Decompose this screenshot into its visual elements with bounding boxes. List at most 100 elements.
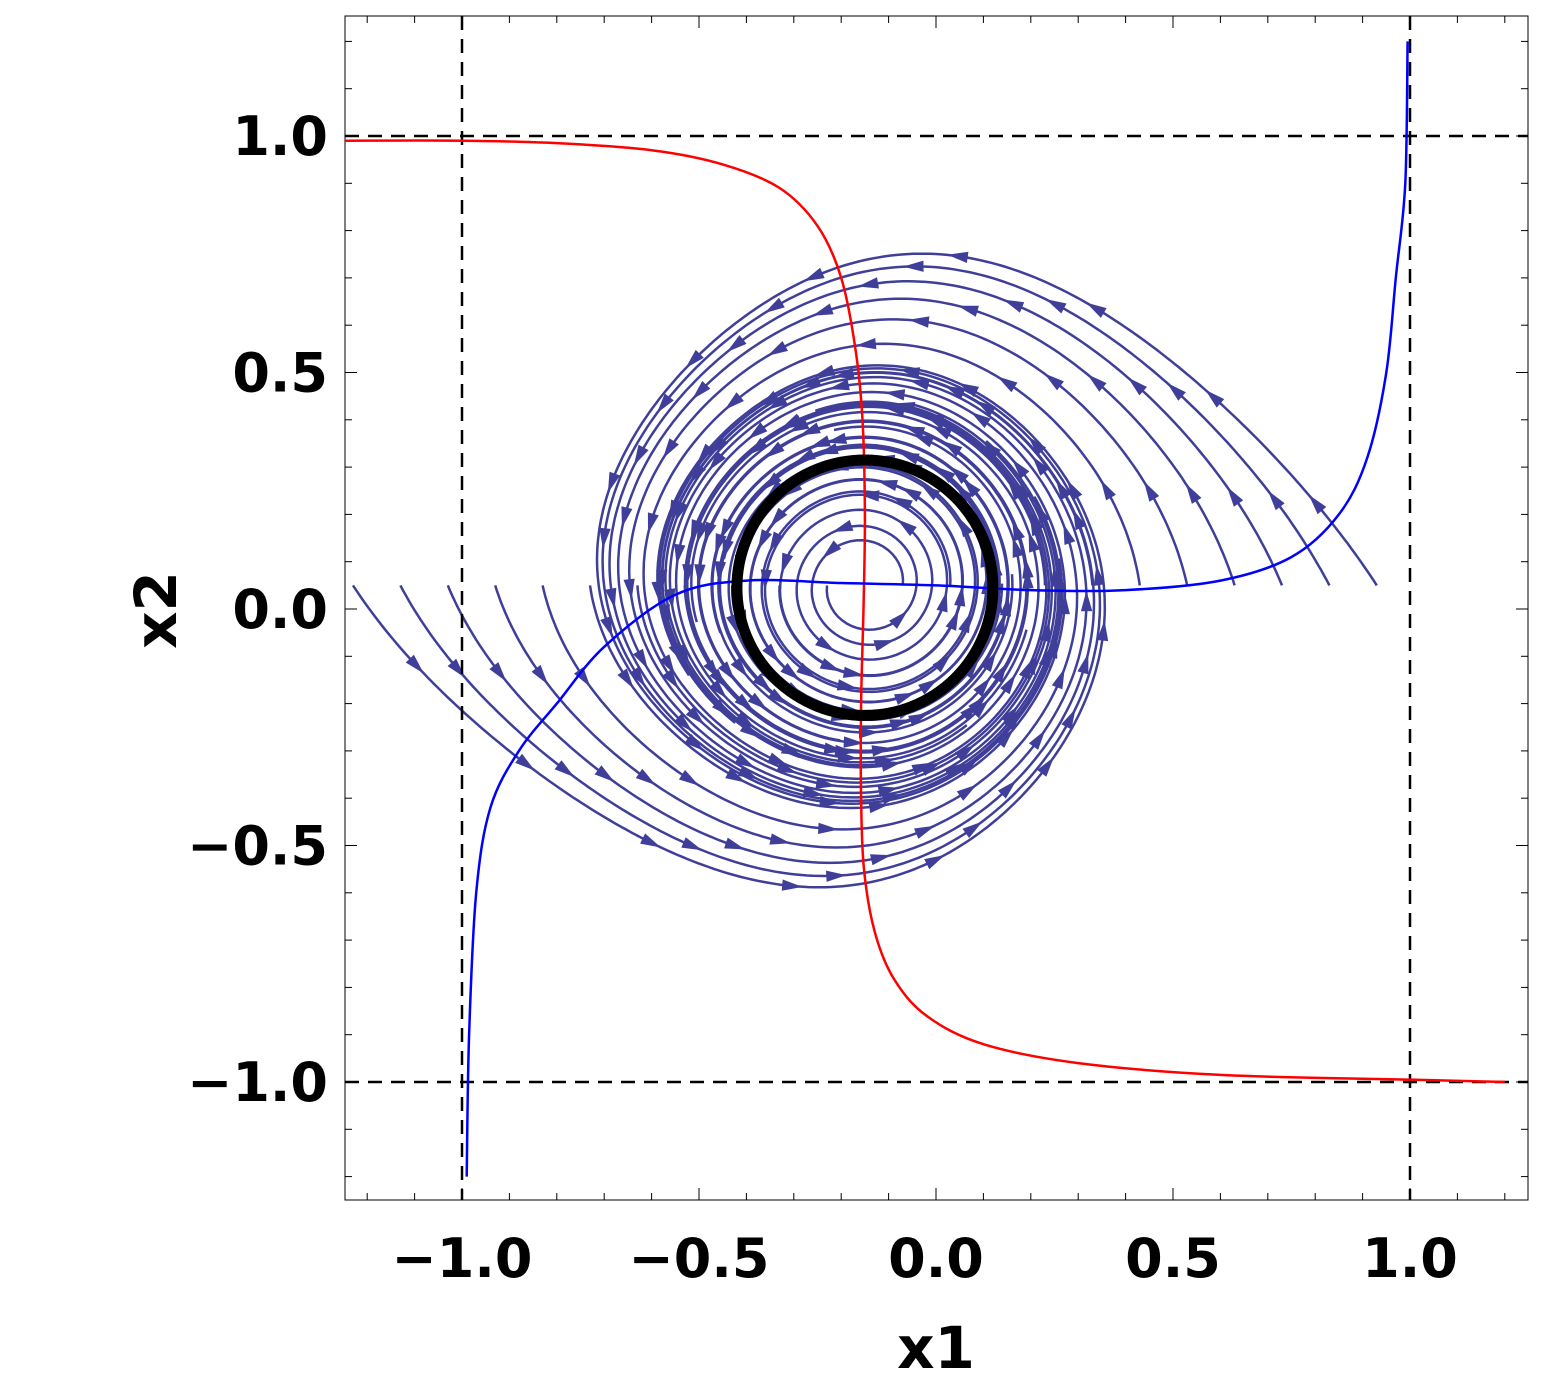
stream-arrow: [828, 379, 850, 391]
stream-arrow: [1267, 490, 1285, 511]
stream-arrow: [712, 699, 731, 717]
stream-arrow: [818, 822, 839, 834]
streamline: [642, 342, 1142, 780]
stream-arrow: [920, 483, 941, 501]
stream-arrow: [647, 512, 659, 534]
stream-arrow: [621, 506, 633, 528]
stream-arrow: [708, 451, 726, 471]
stream-arrow: [894, 692, 916, 705]
stream-arrow: [1143, 481, 1160, 502]
stream-arrow: [802, 786, 824, 798]
blue-nullcline: [465, 41, 1409, 1177]
minor-ticks: [345, 16, 1528, 1200]
stream-arrow: [692, 380, 711, 400]
stream-arrow: [1028, 531, 1040, 553]
stream-arrow: [873, 640, 895, 652]
stream-arrow: [405, 654, 424, 674]
stream-arrow: [782, 415, 804, 430]
stream-arrow: [1167, 382, 1186, 401]
stream-arrow: [1045, 299, 1067, 314]
red-nullcline: [345, 139, 1505, 1084]
stream-arrow: [942, 440, 963, 457]
stream-arrow: [1072, 509, 1087, 531]
stream-arrow: [769, 833, 791, 845]
stream-arrow: [673, 713, 693, 732]
stream-arrow: [767, 688, 788, 705]
plot-area: [345, 16, 1528, 1200]
stream-arrow: [1127, 377, 1147, 396]
stream-arrow: [623, 578, 635, 600]
stream-arrow: [726, 335, 747, 352]
stream-arrow: [914, 825, 935, 839]
y-tick-label: −1.0: [187, 1051, 328, 1114]
stream-arrow: [607, 471, 621, 493]
stream-arrow: [819, 658, 841, 672]
stream-arrow: [600, 616, 613, 638]
stream-arrow: [1080, 590, 1093, 612]
stream-arrow: [1044, 373, 1064, 391]
stream-arrow: [1185, 483, 1202, 504]
stream-arrow: [1039, 621, 1051, 643]
stream-arrow: [1205, 389, 1225, 408]
stream-arrow: [795, 448, 816, 463]
stream-arrow: [1028, 730, 1046, 750]
stream-arrow: [659, 654, 675, 675]
streamline: [616, 297, 1236, 795]
stream-arrow: [947, 251, 969, 263]
stream-arrow: [911, 762, 933, 776]
stream-arrow: [697, 443, 715, 464]
stream-arrow: [857, 277, 879, 289]
stream-arrow: [633, 648, 648, 670]
stream-arrow: [1000, 674, 1016, 695]
stream-arrow: [997, 780, 1017, 799]
stream-arrow: [656, 393, 674, 414]
stream-arrow: [1003, 299, 1025, 313]
stream-arrow: [956, 784, 977, 801]
stream-arrow: [823, 742, 845, 754]
stream-arrow: [958, 759, 978, 776]
stream-arrow: [819, 795, 841, 808]
stream-arrow: [718, 661, 735, 681]
stream-arrow: [1022, 568, 1034, 589]
stream-arrow: [720, 518, 734, 540]
y-axis-title: x2: [122, 571, 190, 649]
stream-arrow: [889, 610, 908, 629]
stream-arrow: [1067, 479, 1083, 501]
stream-arrow: [880, 760, 902, 772]
stream-arrow: [960, 702, 980, 721]
stream-arrow: [617, 668, 634, 689]
stream-arrow: [932, 654, 952, 673]
stream-arrow: [1032, 456, 1050, 476]
streamline: [541, 382, 1079, 831]
stream-arrow: [1028, 436, 1046, 456]
stream-arrow: [855, 338, 877, 350]
stream-arrow: [1012, 459, 1030, 479]
stream-arrow: [936, 591, 948, 613]
stream-arrow: [605, 587, 617, 609]
x-tick-label: 0.5: [1125, 1227, 1221, 1290]
stream-arrow: [799, 422, 821, 436]
stream-arrow: [858, 727, 880, 739]
stream-arrow: [913, 434, 934, 448]
stream-arrow: [594, 765, 615, 782]
stream-arrow: [747, 422, 768, 440]
stream-arrow: [945, 609, 959, 631]
stream-arrow: [809, 435, 831, 448]
streamline: [608, 280, 1284, 799]
stream-arrow: [724, 392, 744, 410]
y-tick-label: 1.0: [232, 105, 328, 168]
stream-arrow: [975, 400, 996, 417]
stream-arrow: [734, 711, 755, 728]
streamline: [494, 375, 1088, 849]
stream-arrow: [973, 677, 991, 697]
stream-arrow: [822, 540, 842, 559]
stream-arrow: [995, 729, 1014, 748]
stream-arrow: [1087, 374, 1107, 392]
stream-arrow: [554, 760, 575, 778]
x-tick-label: 1.0: [1362, 1227, 1458, 1290]
stream-arrow: [1046, 637, 1058, 659]
stream-arrow: [826, 870, 847, 882]
stream-arrow: [814, 364, 836, 377]
stream-arrow: [764, 297, 785, 314]
